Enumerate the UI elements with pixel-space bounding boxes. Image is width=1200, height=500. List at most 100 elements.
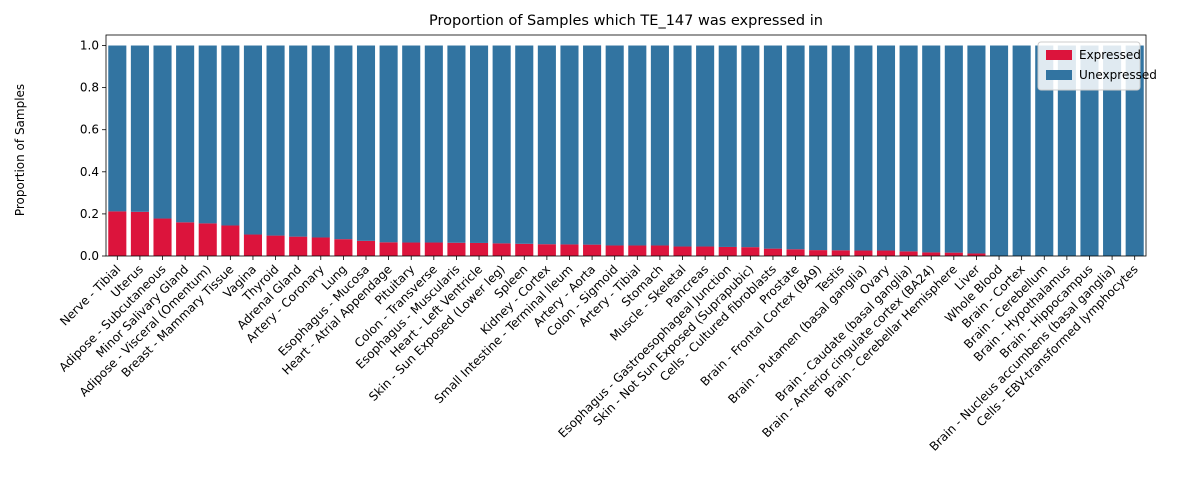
bar-unexpressed xyxy=(990,45,1009,257)
bar-expressed xyxy=(221,225,240,256)
bar-expressed xyxy=(696,246,715,256)
bar-unexpressed xyxy=(922,45,941,253)
bar-unexpressed xyxy=(876,45,896,251)
bar-expressed xyxy=(583,244,602,256)
bar-expressed xyxy=(108,211,127,256)
bar-unexpressed xyxy=(1012,45,1031,257)
bar-expressed xyxy=(537,244,556,256)
bar-unexpressed xyxy=(605,45,624,246)
bar-unexpressed xyxy=(763,45,782,249)
bar-expressed xyxy=(763,248,782,256)
bar-expressed xyxy=(492,243,511,256)
bar-unexpressed xyxy=(424,45,443,243)
bar-expressed xyxy=(809,250,828,256)
bars-group xyxy=(108,45,1144,257)
bar-unexpressed xyxy=(311,45,330,238)
bar-unexpressed xyxy=(130,45,149,212)
bar-unexpressed xyxy=(1080,45,1099,257)
bar-expressed xyxy=(334,239,353,256)
bar-expressed xyxy=(628,245,647,256)
bar-unexpressed xyxy=(1103,45,1122,257)
y-axis-label: Proportion of Samples xyxy=(13,84,27,216)
bar-unexpressed xyxy=(108,45,127,212)
bar-expressed xyxy=(922,252,941,256)
bar-expressed xyxy=(967,253,986,256)
y-tick-label: 0.6 xyxy=(80,123,99,137)
bar-unexpressed xyxy=(1125,45,1144,257)
bar-expressed xyxy=(876,250,896,256)
bar-unexpressed xyxy=(402,45,421,243)
y-tick-label: 0.8 xyxy=(80,81,99,95)
bar-expressed xyxy=(289,236,308,256)
bar-expressed xyxy=(831,250,850,256)
bar-unexpressed xyxy=(854,45,873,251)
bar-unexpressed xyxy=(899,45,918,252)
y-tick-label: 1.0 xyxy=(80,39,99,53)
bar-unexpressed xyxy=(515,45,534,244)
bar-expressed xyxy=(130,211,149,256)
bar-expressed xyxy=(560,244,579,256)
bar-unexpressed xyxy=(741,45,760,248)
bar-expressed xyxy=(605,245,624,256)
bar-unexpressed xyxy=(967,45,986,254)
bar-expressed xyxy=(854,250,873,256)
bar-unexpressed xyxy=(831,45,850,251)
bar-unexpressed xyxy=(198,45,217,224)
legend-label: Expressed xyxy=(1079,48,1141,62)
bar-unexpressed xyxy=(537,45,556,245)
bar-expressed xyxy=(176,222,195,256)
bar-expressed xyxy=(515,243,534,256)
bar-expressed xyxy=(786,249,805,256)
bar-unexpressed xyxy=(583,45,602,245)
bar-expressed xyxy=(356,240,376,256)
bar-unexpressed xyxy=(560,45,579,245)
bar-unexpressed xyxy=(379,45,398,243)
bar-expressed xyxy=(198,223,217,256)
bar-expressed xyxy=(424,242,443,256)
bar-unexpressed xyxy=(447,45,466,243)
y-tick-label: 0.4 xyxy=(80,165,99,179)
bar-unexpressed xyxy=(696,45,715,247)
bar-unexpressed xyxy=(289,45,308,237)
bar-unexpressed xyxy=(718,45,737,247)
bar-unexpressed xyxy=(809,45,828,251)
bar-unexpressed xyxy=(492,45,511,244)
bar-expressed xyxy=(741,247,760,256)
legend: Expressed Unexpressed xyxy=(1037,41,1157,91)
bar-unexpressed xyxy=(628,45,647,246)
bar-expressed xyxy=(243,234,262,256)
bar-expressed xyxy=(402,242,421,256)
bar-unexpressed xyxy=(153,45,172,219)
plot-frame xyxy=(105,34,1147,257)
bar-unexpressed xyxy=(1035,45,1054,257)
bar-unexpressed xyxy=(1057,45,1076,257)
bar-expressed xyxy=(470,242,489,256)
bar-unexpressed xyxy=(266,45,285,236)
bar-expressed xyxy=(718,246,737,256)
bar-unexpressed xyxy=(786,45,805,250)
bar-expressed xyxy=(311,237,330,256)
bar-unexpressed xyxy=(243,45,262,235)
chart-title: Proportion of Samples which TE_147 was e… xyxy=(429,13,823,29)
bar-expressed xyxy=(944,252,963,256)
bar-expressed xyxy=(447,242,466,256)
bar-unexpressed xyxy=(356,45,376,241)
bar-unexpressed xyxy=(176,45,195,223)
bar-expressed xyxy=(379,242,398,256)
bar-unexpressed xyxy=(334,45,353,240)
y-ticks-group: 0.0 0.2 0.4 0.6 0.8 1.0 xyxy=(80,39,106,263)
bar-unexpressed xyxy=(221,45,240,226)
axes-group xyxy=(105,34,1147,257)
bar-unexpressed xyxy=(650,45,669,246)
bar-unexpressed xyxy=(673,45,692,247)
bar-expressed xyxy=(153,218,172,256)
y-tick-label: 0.0 xyxy=(80,249,99,263)
bar-unexpressed xyxy=(470,45,489,243)
legend-swatch xyxy=(1046,50,1072,60)
bar-expressed xyxy=(899,251,918,256)
legend-swatch xyxy=(1046,70,1072,80)
bar-expressed xyxy=(266,235,285,256)
y-tick-label: 0.2 xyxy=(80,207,99,221)
